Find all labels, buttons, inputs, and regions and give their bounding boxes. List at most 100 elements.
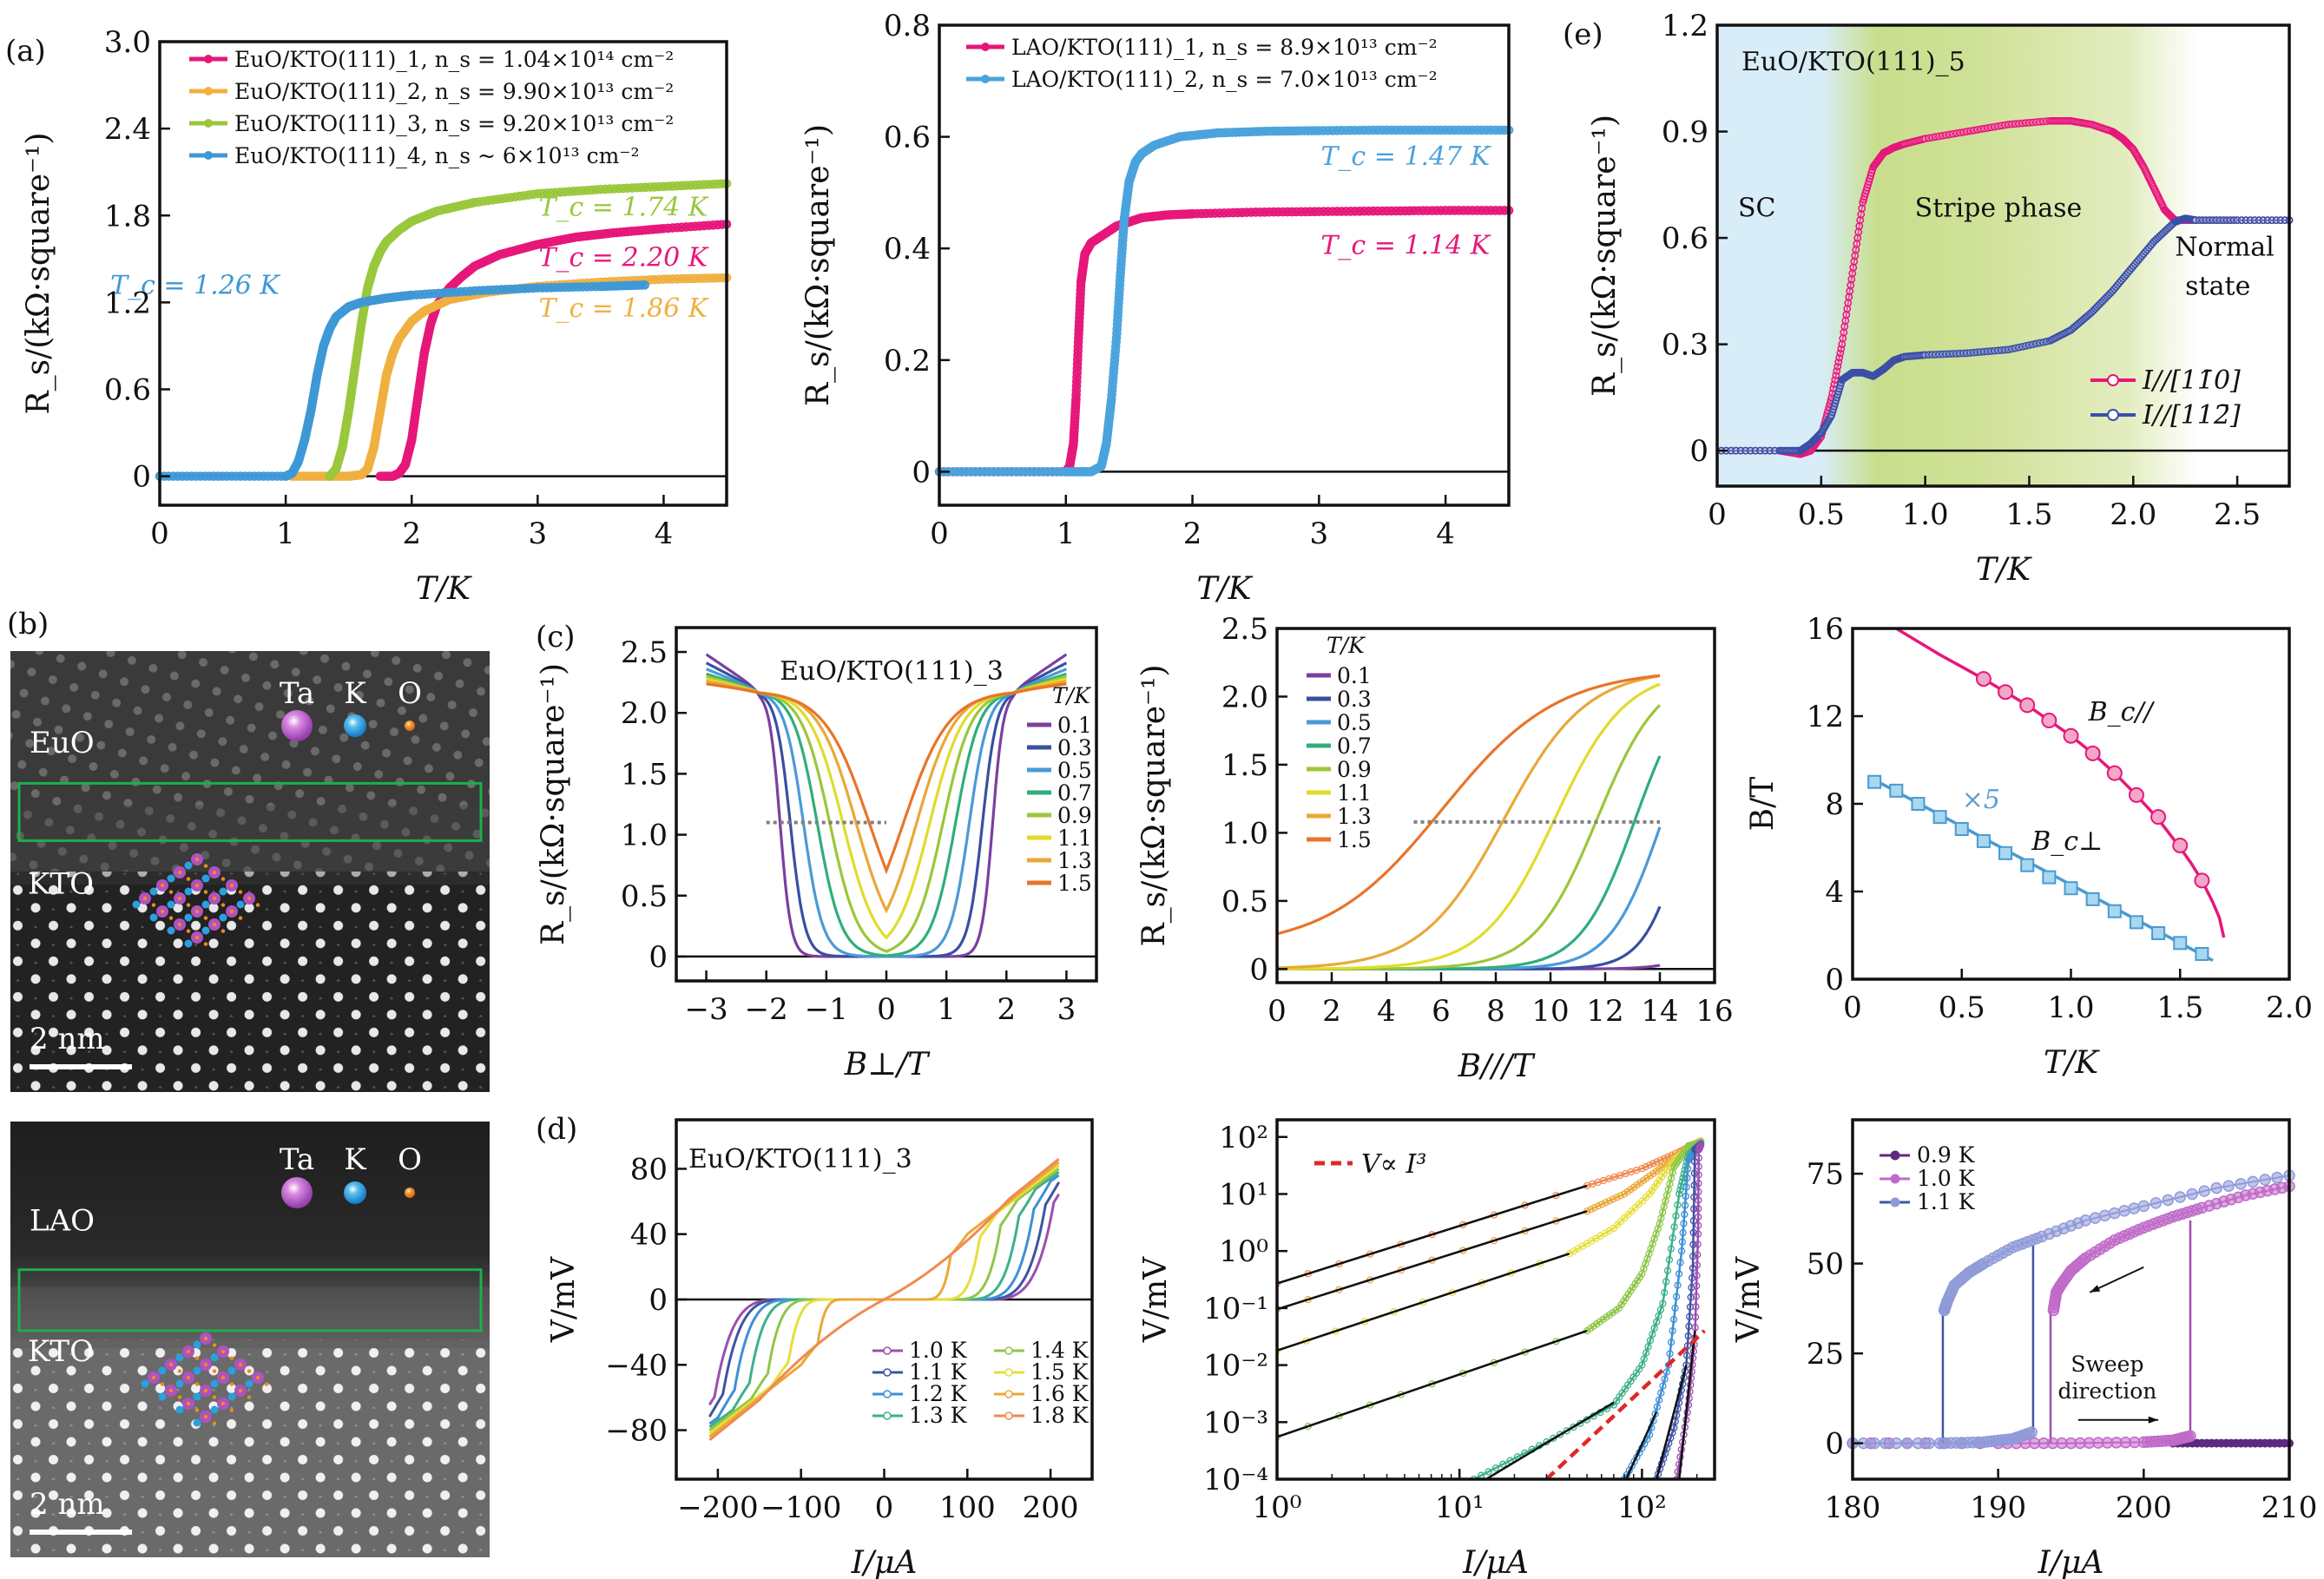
- y-tick-label: 2.5: [1221, 612, 1268, 647]
- x-tick-label: 2.0: [2110, 497, 2156, 532]
- atom-O-icon: [247, 896, 252, 901]
- atom-O-icon: [203, 1336, 208, 1341]
- y-tick-label: 0.6: [884, 121, 931, 155]
- data-point: [1656, 1156, 1664, 1164]
- series-1-point: [1843, 305, 1852, 313]
- x-tick-label: 180: [1825, 1490, 1881, 1525]
- data-point: [1675, 1460, 1683, 1469]
- panel-d-middle: V∝ I³ 10⁰ 10¹ 10² 10⁻⁴ 10⁻³ 10⁻² 10⁻¹ 10⁰ 10¹ 10² I…: [1138, 1118, 1716, 1579]
- data-point: [2259, 1174, 2271, 1186]
- y-tick-label: 0: [1249, 952, 1268, 987]
- data-point: [1932, 810, 1947, 825]
- power-law-fit: [1277, 1253, 1570, 1352]
- atom-O-icon: [405, 720, 415, 731]
- sweep-label: direction: [2057, 1378, 2156, 1404]
- series-1-point: [1850, 257, 1859, 266]
- legend-marker: [883, 1346, 892, 1355]
- y-tick-label: 2.4: [104, 112, 151, 147]
- data-point: [1598, 1201, 1606, 1208]
- data-point: [1684, 1332, 1692, 1340]
- data-point: [1998, 684, 2014, 701]
- y-tick-label: 25: [1807, 1337, 1844, 1372]
- data-point: [1689, 1228, 1697, 1237]
- atom-O-icon: [160, 1382, 165, 1386]
- atom-O-icon: [212, 870, 217, 875]
- panel-label: (d): [536, 1112, 577, 1147]
- y-tick-label: 10²: [1219, 1121, 1268, 1155]
- data-point: [1691, 1324, 1699, 1332]
- legend-entry: 1.5 K: [1030, 1359, 1090, 1385]
- y-axis-label: R_s/(kΩ·square⁻¹): [21, 132, 56, 414]
- atom-K-icon: [245, 1379, 253, 1388]
- legend-entry: EuO/KTO(111)_1, n_s = 1.04×10¹⁴ cm⁻²: [234, 47, 674, 72]
- data-point: [1693, 1272, 1701, 1280]
- legend-marker: [2107, 374, 2119, 386]
- data-point: [1642, 1163, 1649, 1171]
- data-point: [1975, 671, 1992, 688]
- phase-label: Normal: [2175, 233, 2275, 263]
- x-tick-label: 1: [937, 992, 956, 1027]
- curve-T-1.5: [706, 682, 1067, 875]
- legend-entry: 1.6 K: [1030, 1381, 1090, 1406]
- power-law-fit: [1485, 1401, 1615, 1479]
- data-point: [1594, 1202, 1603, 1210]
- atom-K-icon: [149, 913, 158, 922]
- atom-Ta-icon: [281, 1177, 313, 1208]
- data-point: [1653, 1158, 1661, 1166]
- atom-K-icon: [201, 926, 210, 935]
- overlayer-region: [10, 651, 490, 872]
- data-point: [1890, 1437, 1903, 1450]
- data-point: [1667, 1339, 1676, 1346]
- data-point: [1616, 1192, 1624, 1200]
- y-tick-label: 0.2: [884, 344, 931, 378]
- data-point: [1691, 1313, 1700, 1321]
- data-point: [1674, 1201, 1682, 1209]
- atom-O-icon: [186, 903, 191, 907]
- data-point: [2020, 858, 2035, 872]
- data-point: [1671, 1304, 1679, 1313]
- phase-label: SC: [1738, 194, 1776, 224]
- data-point: [1689, 1205, 1698, 1213]
- x-tick-label: 2: [1183, 516, 1202, 551]
- atom-K-icon: [184, 861, 193, 870]
- data-point: [2174, 1191, 2186, 1203]
- power-law-fit: [1678, 1330, 1696, 1479]
- x-tick-label: 1.5: [2156, 990, 2203, 1025]
- data-point: [1954, 822, 1969, 837]
- data-point: [2184, 1430, 2196, 1443]
- data-point: [2235, 1178, 2247, 1190]
- data-point: [2198, 1185, 2210, 1197]
- atom-K-icon: [236, 900, 245, 909]
- atom-O-icon: [177, 1369, 182, 1373]
- x-tick-label: 2: [402, 516, 421, 551]
- x-tick-label: 2: [997, 992, 1016, 1027]
- legend-marker: [981, 43, 990, 51]
- x-tick-label: 3: [529, 516, 548, 551]
- series-2-line: [939, 128, 1509, 473]
- legend-entry: I//[11̄0]: [2142, 365, 2241, 396]
- atom-K-icon: [158, 1366, 167, 1375]
- y-tick-label: 2.0: [621, 696, 668, 731]
- series-1-point: [1841, 316, 1850, 325]
- atom-O-icon: [221, 1349, 226, 1354]
- legend-entry: 0.7: [1337, 734, 1372, 759]
- series-4-point: [640, 280, 649, 290]
- x-tick-label: 1.0: [2047, 990, 2094, 1025]
- data-point: [1665, 1256, 1674, 1264]
- data-point: [1649, 1330, 1656, 1339]
- atom-O-icon: [203, 864, 208, 868]
- y-axis-label: R_s/(kΩ·square⁻¹): [536, 663, 571, 945]
- atom-K-icon: [158, 1392, 167, 1401]
- data-point: [1867, 774, 1882, 789]
- data-point: [1695, 1188, 1702, 1196]
- curve-T-1.5: [1276, 674, 1661, 936]
- atom-K-icon: [175, 1405, 184, 1414]
- atom-O-icon: [160, 883, 165, 888]
- legend-marker: [204, 119, 213, 128]
- atom-K-icon: [141, 1379, 149, 1388]
- data-point: [2129, 915, 2143, 930]
- data-point: [1683, 1342, 1692, 1350]
- data-point: [2150, 1197, 2163, 1209]
- data-point: [1680, 1220, 1688, 1227]
